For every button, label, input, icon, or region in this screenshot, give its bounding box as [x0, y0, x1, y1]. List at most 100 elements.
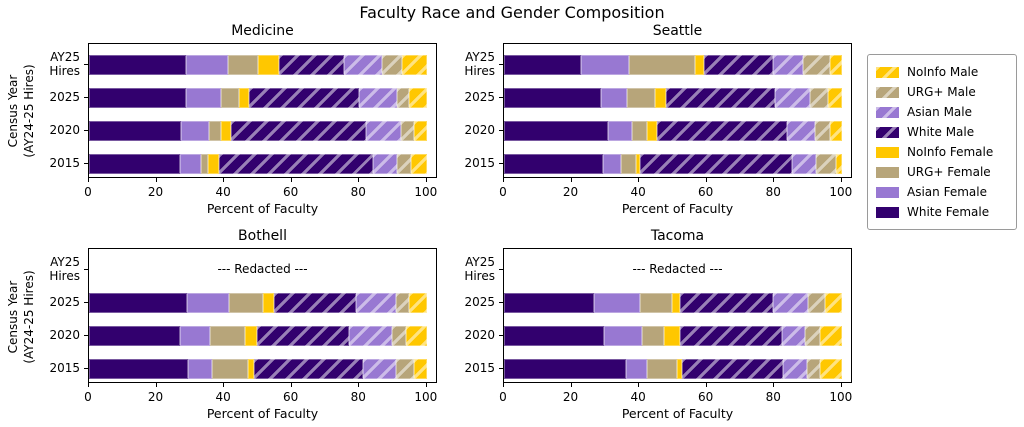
bar-segment-white-male: [249, 88, 359, 108]
x-tick-mark: [638, 383, 640, 387]
y-tick-label: 2020: [49, 123, 80, 137]
bar-segment-asian-male: [358, 88, 398, 108]
x-tick-mark: [773, 178, 775, 182]
y-tick-mark: [84, 64, 88, 65]
x-tick-mark: [358, 178, 360, 182]
x-tick-label: 0: [499, 185, 507, 199]
x-tick-label: 100: [829, 390, 853, 404]
bar-segment-urg-female: [210, 326, 246, 346]
y-tick-label: 2015: [49, 156, 80, 170]
bar-segment-noinfo-female: [248, 359, 255, 379]
bar-segment-asian-male: [774, 88, 811, 108]
x-tick-mark: [290, 178, 292, 182]
bar-row: [504, 55, 842, 75]
x-tick-label: 80: [765, 185, 781, 199]
subplot-title: Bothell: [238, 228, 287, 244]
y-tick-label: 2015: [49, 361, 80, 375]
bar-segment-asian-male: [773, 55, 804, 75]
bar-segment-white-female: [504, 359, 626, 379]
legend-label: NoInfo Male: [907, 65, 979, 79]
bar-segment-noinfo-female: [239, 88, 250, 108]
y-tick-label: 2025: [464, 295, 495, 309]
y-tick-mark: [84, 130, 88, 131]
y-tick-label: 2020: [464, 123, 495, 137]
bar-segment-asian-male: [365, 121, 401, 141]
bar-segment-noinfo-male: [829, 55, 842, 75]
bar-segment-urg-female: [647, 359, 677, 379]
bar-segment-urg-male: [816, 154, 837, 174]
bar-segment-urg-male: [814, 121, 830, 141]
y-tick-mark: [499, 368, 503, 369]
plot-area: --- Redacted ---: [88, 248, 437, 383]
legend-swatch-icon: [876, 66, 899, 78]
figure-title: Faculty Race and Gender Composition: [359, 3, 665, 22]
legend: NoInfo Male URG+ Male Asian Male White Male…: [867, 54, 1017, 230]
bar-row: [504, 121, 842, 141]
bar-segment-noinfo-male: [820, 326, 842, 346]
x-tick-label: 60: [698, 185, 714, 199]
bar-segment-urg-female: [228, 293, 263, 313]
y-tick-mark: [84, 302, 88, 303]
legend-label: White Female: [907, 205, 990, 219]
bar-row: [504, 154, 842, 174]
bar-segment-asian-female: [608, 121, 632, 141]
bar-segment-urg-female: [628, 55, 696, 75]
y-tick-label: 2015: [464, 156, 495, 170]
bar-segment-urg-male: [395, 293, 409, 313]
bar-segment-noinfo-male: [408, 88, 427, 108]
legend-item: Asian Male: [876, 102, 1008, 122]
bar-segment-urg-female: [227, 55, 258, 75]
y-tick-label: 2015: [464, 361, 495, 375]
y-tick-mark: [499, 130, 503, 131]
x-tick-mark: [570, 178, 572, 182]
bar-segment-noinfo-female: [207, 154, 220, 174]
bar-segment-white-male: [230, 121, 366, 141]
bar-segment-white-male: [219, 154, 373, 174]
bar-segment-noinfo-male: [414, 359, 427, 379]
redacted-note: --- Redacted ---: [217, 262, 308, 276]
bar-segment-asian-female: [593, 293, 641, 313]
x-tick-label: 20: [147, 185, 164, 199]
bar-segment-noinfo-female: [655, 88, 667, 108]
bar-segment-noinfo-female: [220, 121, 231, 141]
legend-swatch-icon: [876, 86, 899, 98]
bar-row: [89, 359, 427, 379]
bar-segment-noinfo-male: [824, 293, 842, 313]
bar-segment-asian-male: [791, 154, 817, 174]
legend-label: URG+ Male: [907, 85, 976, 99]
bar-segment-urg-female: [200, 154, 208, 174]
y-tick-label: AY25 Hires: [464, 50, 495, 78]
x-tick-label: 20: [562, 390, 579, 404]
legend-label: Asian Female: [907, 185, 987, 199]
y-axis-label-top-row: Census Year (AY24-25 Hires): [6, 64, 36, 158]
bar-segment-white-male: [680, 293, 773, 313]
y-tick-label: AY25 Hires: [49, 255, 80, 283]
bar-segment-asian-female: [603, 326, 643, 346]
bar-segment-asian-female: [625, 359, 648, 379]
x-axis-label: Percent of Faculty: [621, 406, 734, 421]
x-tick-label: 40: [630, 390, 646, 404]
bar-segment-urg-female: [209, 121, 221, 141]
bar-segment-noinfo-female: [695, 55, 704, 75]
bar-segment-white-female: [89, 326, 180, 346]
subplot-tacoma: Tacoma --- Redacted --- Percent of Facul…: [464, 228, 852, 421]
bar-segment-urg-female: [211, 359, 249, 379]
bar-segment-asian-male: [372, 154, 398, 174]
bar-segment-asian-female: [180, 121, 210, 141]
bar-segment-noinfo-male: [829, 121, 842, 141]
x-tick-label: 20: [147, 390, 164, 404]
bar-segment-white-female: [89, 359, 189, 379]
y-tick-mark: [84, 269, 88, 270]
bar-segment-noinfo-female: [647, 121, 658, 141]
bar-segment-asian-male: [355, 293, 396, 313]
subplot-title: Tacoma: [650, 228, 705, 244]
legend-item: White Female: [876, 202, 1008, 222]
bar-segment-asian-female: [600, 88, 627, 108]
bar-row: [89, 293, 427, 313]
bar-segment-white-male: [279, 55, 345, 75]
x-tick-mark: [705, 178, 707, 182]
x-tick-label: 80: [765, 390, 781, 404]
y-tick-label: 2020: [464, 328, 495, 342]
y-tick-label: 2025: [49, 295, 80, 309]
x-tick-mark: [223, 178, 225, 182]
